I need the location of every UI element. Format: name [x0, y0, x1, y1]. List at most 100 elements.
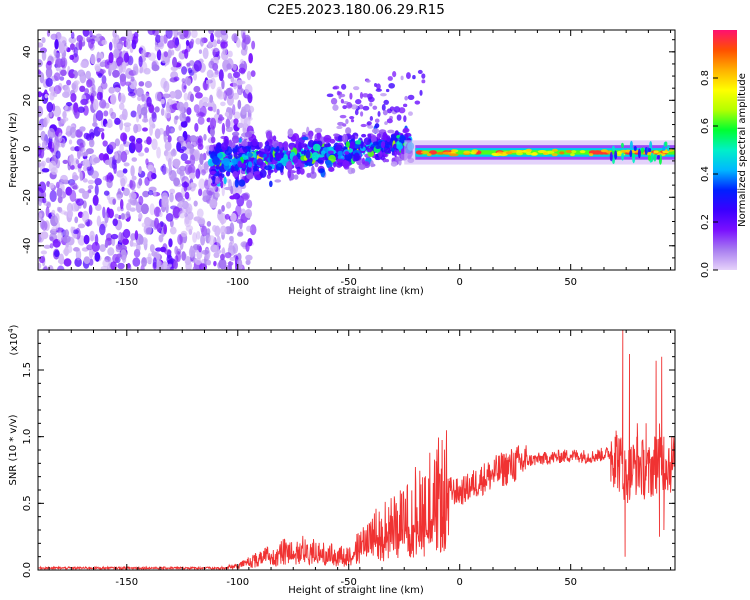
- colorbar-tick-label: 0.2: [700, 214, 711, 230]
- noise-blob: [163, 224, 168, 235]
- noise-blob: [212, 62, 219, 71]
- core-hotspot: [559, 151, 565, 155]
- noise-blob: [60, 174, 68, 183]
- signal-blob: [414, 100, 421, 105]
- noise-blob: [123, 52, 130, 63]
- noise-blob: [126, 202, 132, 211]
- noise-blob: [99, 61, 106, 68]
- noise-blob: [130, 76, 135, 82]
- noise-blob: [153, 190, 157, 197]
- noise-blob: [221, 186, 225, 197]
- signal-blob: [259, 169, 267, 178]
- noise-blob: [97, 72, 103, 79]
- snr-series-line: [38, 330, 675, 570]
- noise-blob: [64, 246, 69, 257]
- noise-blob: [213, 252, 220, 259]
- colorbar-tick-label: 0.0: [700, 262, 711, 278]
- noise-blob: [70, 92, 77, 103]
- signal-blob: [648, 148, 652, 153]
- signal-blob: [314, 161, 319, 168]
- core-hotspot: [551, 148, 558, 152]
- noise-blob: [246, 116, 253, 121]
- noise-blob: [68, 154, 74, 167]
- signal-blob: [399, 134, 406, 144]
- noise-blob: [140, 106, 148, 116]
- core-hotspot: [570, 153, 575, 157]
- noise-blob: [232, 104, 236, 116]
- signal-blob: [227, 154, 233, 160]
- noise-blob: [122, 238, 129, 246]
- noise-blob: [230, 212, 237, 222]
- noise-blob: [98, 153, 105, 161]
- noise-blob: [112, 69, 120, 78]
- noise-blob: [181, 66, 188, 75]
- noise-blob: [83, 105, 89, 116]
- noise-blob: [53, 72, 61, 81]
- noise-blob: [70, 31, 75, 39]
- signal-blob: [289, 146, 294, 150]
- signal-blob: [272, 135, 277, 142]
- signal-blob: [365, 79, 371, 83]
- noise-blob: [207, 41, 213, 49]
- noise-blob: [55, 52, 61, 60]
- noise-blob: [189, 135, 198, 143]
- signal-blob: [333, 85, 340, 90]
- noise-blob: [45, 157, 51, 164]
- signal-blob: [381, 104, 386, 111]
- noise-blob: [225, 126, 233, 133]
- noise-blob: [77, 163, 83, 169]
- noise-blob: [53, 90, 58, 98]
- signal-blob: [374, 123, 380, 129]
- x-tick-label: -150: [115, 277, 138, 288]
- noise-blob: [208, 30, 215, 35]
- core-hotspot: [492, 153, 502, 157]
- signal-blob: [283, 142, 288, 152]
- noise-blob: [58, 36, 67, 45]
- noise-blob: [173, 260, 178, 270]
- noise-blob: [192, 232, 198, 243]
- noise-blob: [145, 158, 149, 166]
- noise-blob: [148, 52, 157, 61]
- noise-blob: [203, 163, 209, 171]
- noise-blob: [201, 249, 210, 255]
- signal-blob: [384, 121, 388, 125]
- noise-blob: [64, 104, 68, 111]
- signal-blob: [277, 162, 283, 167]
- noise-blob: [122, 228, 131, 239]
- noise-blob: [203, 133, 207, 141]
- noise-blob: [165, 30, 173, 39]
- noise-blob: [246, 199, 253, 209]
- noise-blob: [251, 40, 256, 50]
- noise-blob: [131, 138, 136, 150]
- noise-blob: [198, 99, 204, 108]
- noise-blob: [244, 84, 253, 95]
- noise-blob: [232, 92, 240, 100]
- signal-blob: [345, 127, 352, 135]
- core-hotspot: [426, 153, 432, 157]
- noise-blob: [210, 117, 217, 130]
- x-tick-label: 0: [457, 577, 463, 588]
- x-tick-label: 50: [564, 277, 577, 288]
- signal-blob: [342, 105, 348, 110]
- noise-blob: [224, 213, 230, 220]
- signal-blob: [362, 93, 369, 98]
- noise-blob: [47, 141, 53, 150]
- spectrogram-y-axis: -40 -20 0 20 40: [22, 39, 675, 271]
- noise-blob: [248, 52, 253, 64]
- noise-blob: [167, 135, 172, 143]
- noise-blob: [216, 108, 220, 115]
- signal-blob: [246, 172, 254, 180]
- noise-blob: [246, 225, 252, 232]
- noise-blob: [218, 258, 227, 270]
- noise-blob: [47, 265, 54, 270]
- noise-blob: [178, 210, 187, 219]
- noise-blob: [135, 111, 140, 123]
- noise-blob: [58, 253, 65, 265]
- spectrogram-marks: [38, 30, 675, 270]
- noise-blob: [209, 198, 218, 209]
- noise-blob: [183, 92, 189, 101]
- signal-blob: [324, 143, 332, 148]
- noise-blob: [38, 212, 43, 219]
- snr-panel: -150 -100 -50 0 50 0.0 0.5 1.0 1.5 Height of st…: [7, 324, 676, 596]
- noise-blob: [85, 70, 91, 80]
